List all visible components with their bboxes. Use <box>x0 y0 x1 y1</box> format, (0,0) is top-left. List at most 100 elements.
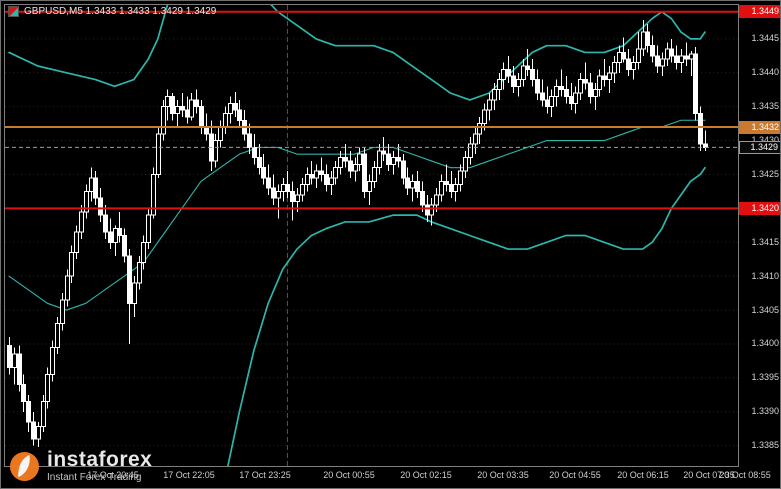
candle-body <box>213 140 218 162</box>
candle-body <box>69 251 74 277</box>
chart-header: GBPUSD,M5 1.3433 1.3433 1.3429 1.3429 <box>8 6 216 17</box>
candle-body <box>252 146 257 159</box>
candle-body <box>626 58 631 70</box>
candle-body <box>612 62 617 74</box>
plot-border <box>4 4 739 467</box>
price-label: 1.3415 <box>751 236 779 247</box>
time-axis[interactable]: 17 Oct 20:45 17 Oct 22:05 17 Oct 23:25 20 O… <box>1 467 771 488</box>
candle-body <box>645 31 650 47</box>
candle-body <box>194 99 199 108</box>
candle-body <box>588 82 593 98</box>
candle-body <box>564 89 569 98</box>
candle-body <box>141 241 146 264</box>
candle-body <box>597 75 602 91</box>
bollinger-lower-band <box>227 166 706 466</box>
candle-body <box>257 157 262 169</box>
candle-body <box>21 384 26 403</box>
candle-body <box>545 99 550 108</box>
candle-body <box>684 55 689 60</box>
candle-body <box>549 96 554 108</box>
price-label: 1.3435 <box>751 101 779 112</box>
candle-body <box>36 426 41 440</box>
candle-body <box>444 180 449 186</box>
candle-body <box>583 79 588 84</box>
candle-body <box>60 299 65 325</box>
plot-area[interactable] <box>5 1 738 489</box>
price-label: 1.3425 <box>751 168 779 179</box>
candle-body <box>98 197 103 216</box>
candle-body <box>401 160 406 179</box>
candle-body <box>535 79 540 94</box>
candle-body <box>324 173 329 186</box>
candle-body <box>631 62 636 70</box>
candle-body <box>348 160 353 172</box>
candle-body <box>295 194 300 203</box>
candle-body <box>161 106 166 135</box>
candle-body <box>165 96 170 108</box>
candle-body <box>290 190 295 203</box>
symbol-ohlc-text: GBPUSD,M5 1.3433 1.3433 1.3429 1.3429 <box>24 6 217 17</box>
candle-body <box>415 180 420 192</box>
candle-body <box>554 85 559 98</box>
candle-body <box>7 344 12 369</box>
candle-body <box>516 79 521 87</box>
candle-body <box>276 190 281 199</box>
candle-body <box>89 177 94 192</box>
candle-body <box>650 45 655 57</box>
candle-body <box>655 55 660 67</box>
time-label: 20 Oct 03:35 <box>477 470 529 480</box>
candle-body <box>266 177 271 189</box>
candle-body <box>669 48 674 57</box>
time-label: 20 Oct 00:55 <box>323 470 375 480</box>
candle-body <box>569 96 574 104</box>
candle-body <box>103 214 108 233</box>
candle-body <box>468 143 473 159</box>
candle-body <box>530 68 535 81</box>
candle-body <box>602 75 607 81</box>
candle-body <box>593 89 598 98</box>
candles <box>7 19 708 448</box>
candle-body <box>151 173 156 216</box>
time-label: 20 Oct 08:55 <box>719 470 771 480</box>
candle-body <box>261 167 266 179</box>
candle-body <box>175 106 180 114</box>
bollinger-upper-band <box>8 5 706 101</box>
candle-body <box>357 153 362 165</box>
candle-body <box>156 133 161 175</box>
candle-body <box>353 163 358 172</box>
candle-body <box>492 89 497 101</box>
watermark-brand: instaforex <box>47 448 153 471</box>
candle-body <box>578 79 583 94</box>
candle-body <box>55 323 60 348</box>
instaforex-logo-icon <box>9 451 40 482</box>
candle-body <box>122 235 127 257</box>
candle-body <box>660 58 665 67</box>
candle-body <box>228 102 233 114</box>
candle-body <box>377 150 382 169</box>
candle-body <box>540 92 545 101</box>
candle-body <box>679 55 684 64</box>
candle-body <box>26 401 31 423</box>
price-label: 1.3395 <box>751 372 779 383</box>
watermark-tagline: Instant Forex Trading <box>47 472 142 483</box>
price-axis[interactable]: 1.3445 1.3440 1.3435 1.3430 1.3425 1.3415 1.34… <box>738 1 780 466</box>
time-label: 17 Oct 22:05 <box>163 470 215 480</box>
candle-body <box>180 106 185 111</box>
candle-body <box>41 401 46 428</box>
candle-body <box>281 184 286 192</box>
candle-body <box>223 112 228 128</box>
candle-body <box>434 194 439 206</box>
candle-body <box>559 85 564 91</box>
price-label: 1.3440 <box>751 67 779 78</box>
price-label: 1.3390 <box>751 406 779 417</box>
price-label: 1.3430 <box>751 135 779 146</box>
price-label: 1.3385 <box>751 440 779 451</box>
candle-body <box>425 204 430 216</box>
candle-body <box>218 126 223 142</box>
candle-body <box>521 65 526 81</box>
candle-body <box>127 255 132 304</box>
candle-body <box>396 157 401 162</box>
candle-body <box>607 72 612 81</box>
price-label: 1.3410 <box>751 270 779 281</box>
